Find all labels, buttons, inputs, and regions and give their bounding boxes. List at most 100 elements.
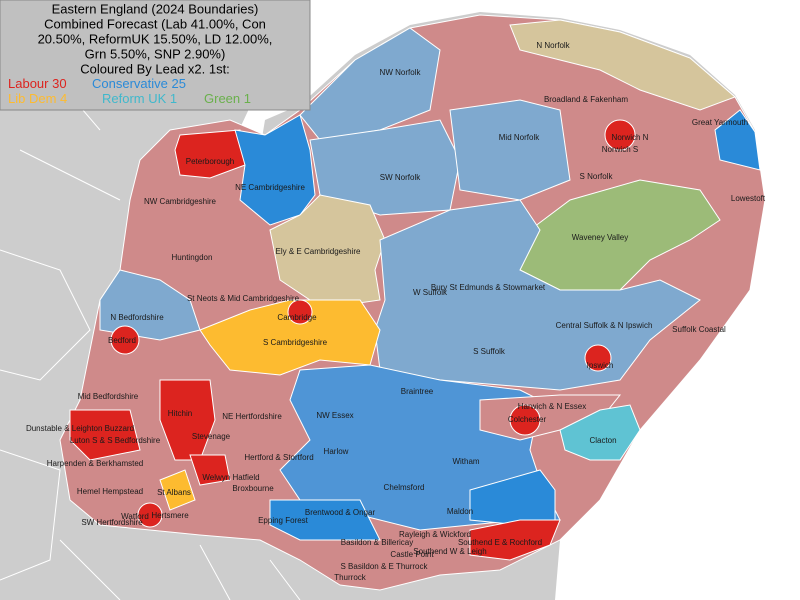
constituency-label: Watford [121,512,149,521]
region [69,409,141,461]
constituency-label: Hertsmere [151,511,189,520]
region [159,469,196,511]
region [110,325,140,355]
constituency-label: W Suffolk [413,288,448,297]
title: Eastern England (2024 Boundaries)Combine… [38,1,273,76]
constituency-label: NW Essex [316,411,353,420]
region [469,519,561,561]
regions [59,14,766,591]
region [714,109,761,171]
legend: Labour 30 Conservative 25 Lib Dem 4 Reform … [8,76,251,106]
constituency-label: Mid Bedfordshire [78,392,139,401]
constituency-label: Colchester [508,415,547,424]
outer-boundaries [0,59,301,600]
region [374,199,701,391]
constituency-label: Waveney Valley [572,233,628,242]
constituency-label: NE Cambridgeshire [235,183,305,192]
constituency-label: Ipswich [587,361,614,370]
constituency-label: Rayleigh & Wickford [399,530,471,539]
sea [240,0,800,600]
constituency-label: Witham [452,457,479,466]
constituency-label: Maldon [447,507,473,516]
constituency-label: S Cambridgeshire [263,338,328,347]
region [449,99,571,201]
constituency-label: Harlow [324,447,349,456]
constituency-label: Chelmsford [384,483,425,492]
constituency-label: NE Hertfordshire [222,412,282,421]
constituency-label: Central Suffolk & N Ipswich [556,321,653,330]
region [287,299,313,325]
constituency-label: Luton S & S Bedfordshire [70,436,161,445]
legend-party: Green [204,91,240,106]
title-line: Coloured By Lead x2. 1st: [80,61,230,76]
region [269,499,381,541]
constituency-label: Lowestoft [731,194,766,203]
constituency-label: Southend W & Leigh [413,547,486,556]
title-line: Combined Forecast (Lab 41.00%, Con [44,16,266,31]
region [189,454,231,486]
legend-entry: Reform UK 1 [102,91,177,106]
constituency-label: Peterborough [186,157,234,166]
region [137,502,163,528]
constituency-label: S Basildon & E Thurrock [340,562,428,571]
constituency-label: SW Norfolk [380,173,421,182]
constituency-label: Harwich & N Essex [518,402,586,411]
region [509,404,541,436]
constituency-label: Bury St Edmunds & Stowmarket [431,283,546,292]
region [559,404,641,461]
constituency-label: Hitchin [168,409,192,418]
legend-entry: Lib Dem 4 [8,91,67,106]
legend-entry: Green 1 [204,91,251,106]
constituency-label: Mid Norfolk [499,133,540,142]
legend-seats: 1 [244,91,251,106]
region [584,344,612,372]
constituency-label: Braintree [401,387,434,396]
constituency-label: Dunstable & Leighton Buzzard [26,424,134,433]
constituency-label: Bedford [108,336,136,345]
constituency-label: S Norfolk [580,172,614,181]
constituency-label: NW Cambridgeshire [144,197,217,206]
constituency-label: NW Norfolk [380,68,422,77]
constituency-label: N Norfolk [536,41,570,50]
constituency-label: Ely & E Cambridgeshire [276,247,361,256]
constituency-label: Stevenage [192,432,231,441]
constituency-label: Cambridge [277,313,317,322]
legend-seats: 30 [52,76,66,91]
legend-party: Lib Dem [8,91,56,106]
region [199,299,381,376]
constituency-label: Broxbourne [232,484,274,493]
constituency-label: Norwich S [602,145,638,154]
constituency-label: Brentwood & Ongar [305,508,376,517]
constituency-label: Clacton [589,436,616,445]
constituency-label: Epping Forest [258,516,309,525]
constituency-label: S Suffolk [473,347,506,356]
region [509,19,736,111]
constituency-label: Broadland & Fakenham [544,95,628,104]
constituency-label: Thurrock [334,573,367,582]
constituency-label: Welwyn Hatfield [202,473,259,482]
legend-entry: Labour 30 [8,76,67,91]
legend-seats: 25 [172,76,186,91]
legend-party: Reform UK [102,91,167,106]
constituency-label: St Neots & Mid Cambridgeshire [187,294,300,303]
title-box [0,0,311,111]
constituency-label: Basildon & Billericay [341,538,413,547]
constituency-label: Harpenden & Berkhamsted [47,459,144,468]
legend-seats: 4 [60,91,67,106]
constituency-labels: N Norfolk NW Norfolk Broadland & Fakenham M… [26,41,766,582]
title-line: Grn 5.50%, SNP 2.90%) [85,46,226,61]
constituency-label: Suffolk Coastal [672,325,726,334]
constituency-label: SW Hertfordshire [81,518,143,527]
legend-party: Labour [8,76,49,91]
region [269,194,386,306]
constituency-label: Hemel Hempstead [77,487,143,496]
constituency-label: Huntingdon [172,253,213,262]
constituency-label: Great Yarmouth [692,118,748,127]
constituency-label: Hertford & Stortford [244,453,313,462]
constituency-label: Castle Point [390,550,434,559]
legend-seats: 1 [170,91,177,106]
constituency-label: N Bedfordshire [110,313,164,322]
region [604,119,636,151]
legend-party: Conservative [92,76,168,91]
